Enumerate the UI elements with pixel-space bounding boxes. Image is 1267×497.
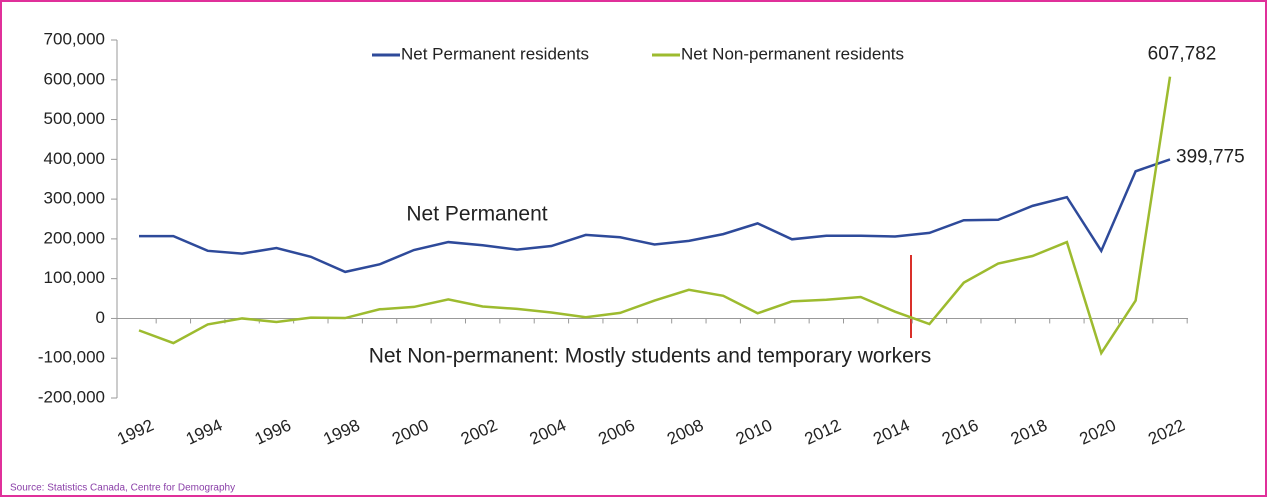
y-tick-label: 0	[96, 308, 105, 327]
annotation: Net Non-permanent: Mostly students and t…	[369, 345, 932, 368]
data-label: 607,782	[1148, 44, 1217, 65]
y-tick-label: 400,000	[44, 149, 105, 168]
x-tick-label: 2002	[458, 415, 500, 448]
x-tick-label: 1994	[183, 415, 225, 448]
legend-label: Net Permanent residents	[401, 44, 589, 63]
y-tick-label: -200,000	[38, 387, 105, 406]
x-tick-label: 2000	[389, 415, 431, 448]
series-line	[139, 158, 1171, 274]
x-tick-label: 2014	[870, 415, 912, 448]
data-label: 399,775	[1176, 146, 1245, 167]
y-tick-label: 300,000	[44, 189, 105, 208]
y-tick-label: 100,000	[44, 268, 105, 287]
legend-label: Net Non-permanent residents	[681, 44, 904, 63]
x-tick-label: 1992	[114, 415, 156, 448]
y-tick-label: 600,000	[44, 69, 105, 88]
x-tick-label: 2006	[595, 415, 637, 448]
x-tick-label: 2020	[1077, 415, 1119, 448]
series-line	[138, 76, 1172, 356]
x-tick-label: 2008	[664, 415, 706, 448]
x-tick-label: 2012	[802, 415, 844, 448]
x-tick-label: 2022	[1145, 415, 1187, 448]
source: Source: Statistics Canada, Centre for De…	[10, 483, 235, 494]
y-tick-label: 700,000	[44, 29, 105, 48]
x-tick-label: 2004	[527, 415, 569, 448]
y-tick-label: -100,000	[38, 348, 105, 367]
x-tick-label: 2010	[733, 415, 775, 448]
x-tick-label: 2018	[1008, 415, 1050, 448]
y-tick-label: 500,000	[44, 109, 105, 128]
x-tick-label: 1996	[252, 415, 294, 448]
x-tick-label: 2016	[939, 415, 981, 448]
y-tick-label: 200,000	[44, 228, 105, 247]
x-tick-label: 1998	[320, 415, 362, 448]
annotation: Net Permanent	[406, 203, 547, 226]
